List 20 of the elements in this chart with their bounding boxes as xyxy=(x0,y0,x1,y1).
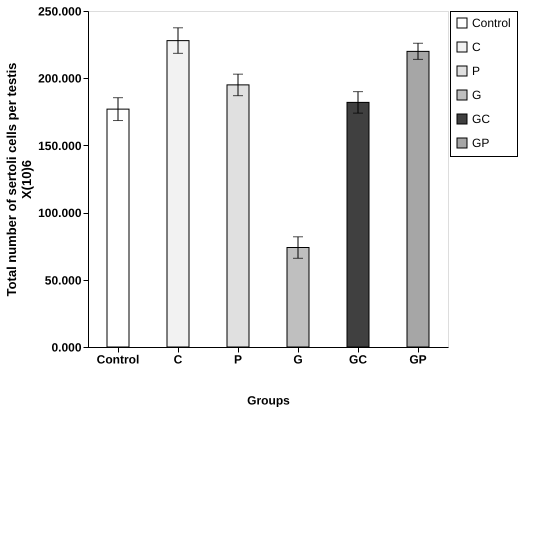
y-axis-title: Total number of sertoli cells per testis X(10)6 xyxy=(4,62,34,296)
legend-label: G xyxy=(472,88,482,102)
x-tick-label: GP xyxy=(409,352,427,366)
legend-label: P xyxy=(472,64,480,78)
y-tick-label: 50.000 xyxy=(44,273,82,288)
y-tick-label: 150.000 xyxy=(38,138,82,153)
legend-label: GP xyxy=(472,136,490,150)
legend-label: GC xyxy=(472,112,490,126)
x-tick-label: P xyxy=(234,352,242,366)
y-tick-label: 0.000 xyxy=(51,340,82,354)
legend-label: C xyxy=(472,40,481,54)
legend-label: Control xyxy=(472,16,511,30)
x-tick-label: Control xyxy=(96,352,140,366)
x-tick-label: C xyxy=(174,352,183,366)
x-tick-label: GC xyxy=(349,352,368,366)
y-tick-label: 200.000 xyxy=(38,72,82,86)
y-tick-label: 100.000 xyxy=(38,206,82,220)
x-axis-title: Groups xyxy=(247,394,290,408)
y-tick-label: 250.000 xyxy=(38,4,82,18)
x-tick-label: G xyxy=(293,352,303,366)
